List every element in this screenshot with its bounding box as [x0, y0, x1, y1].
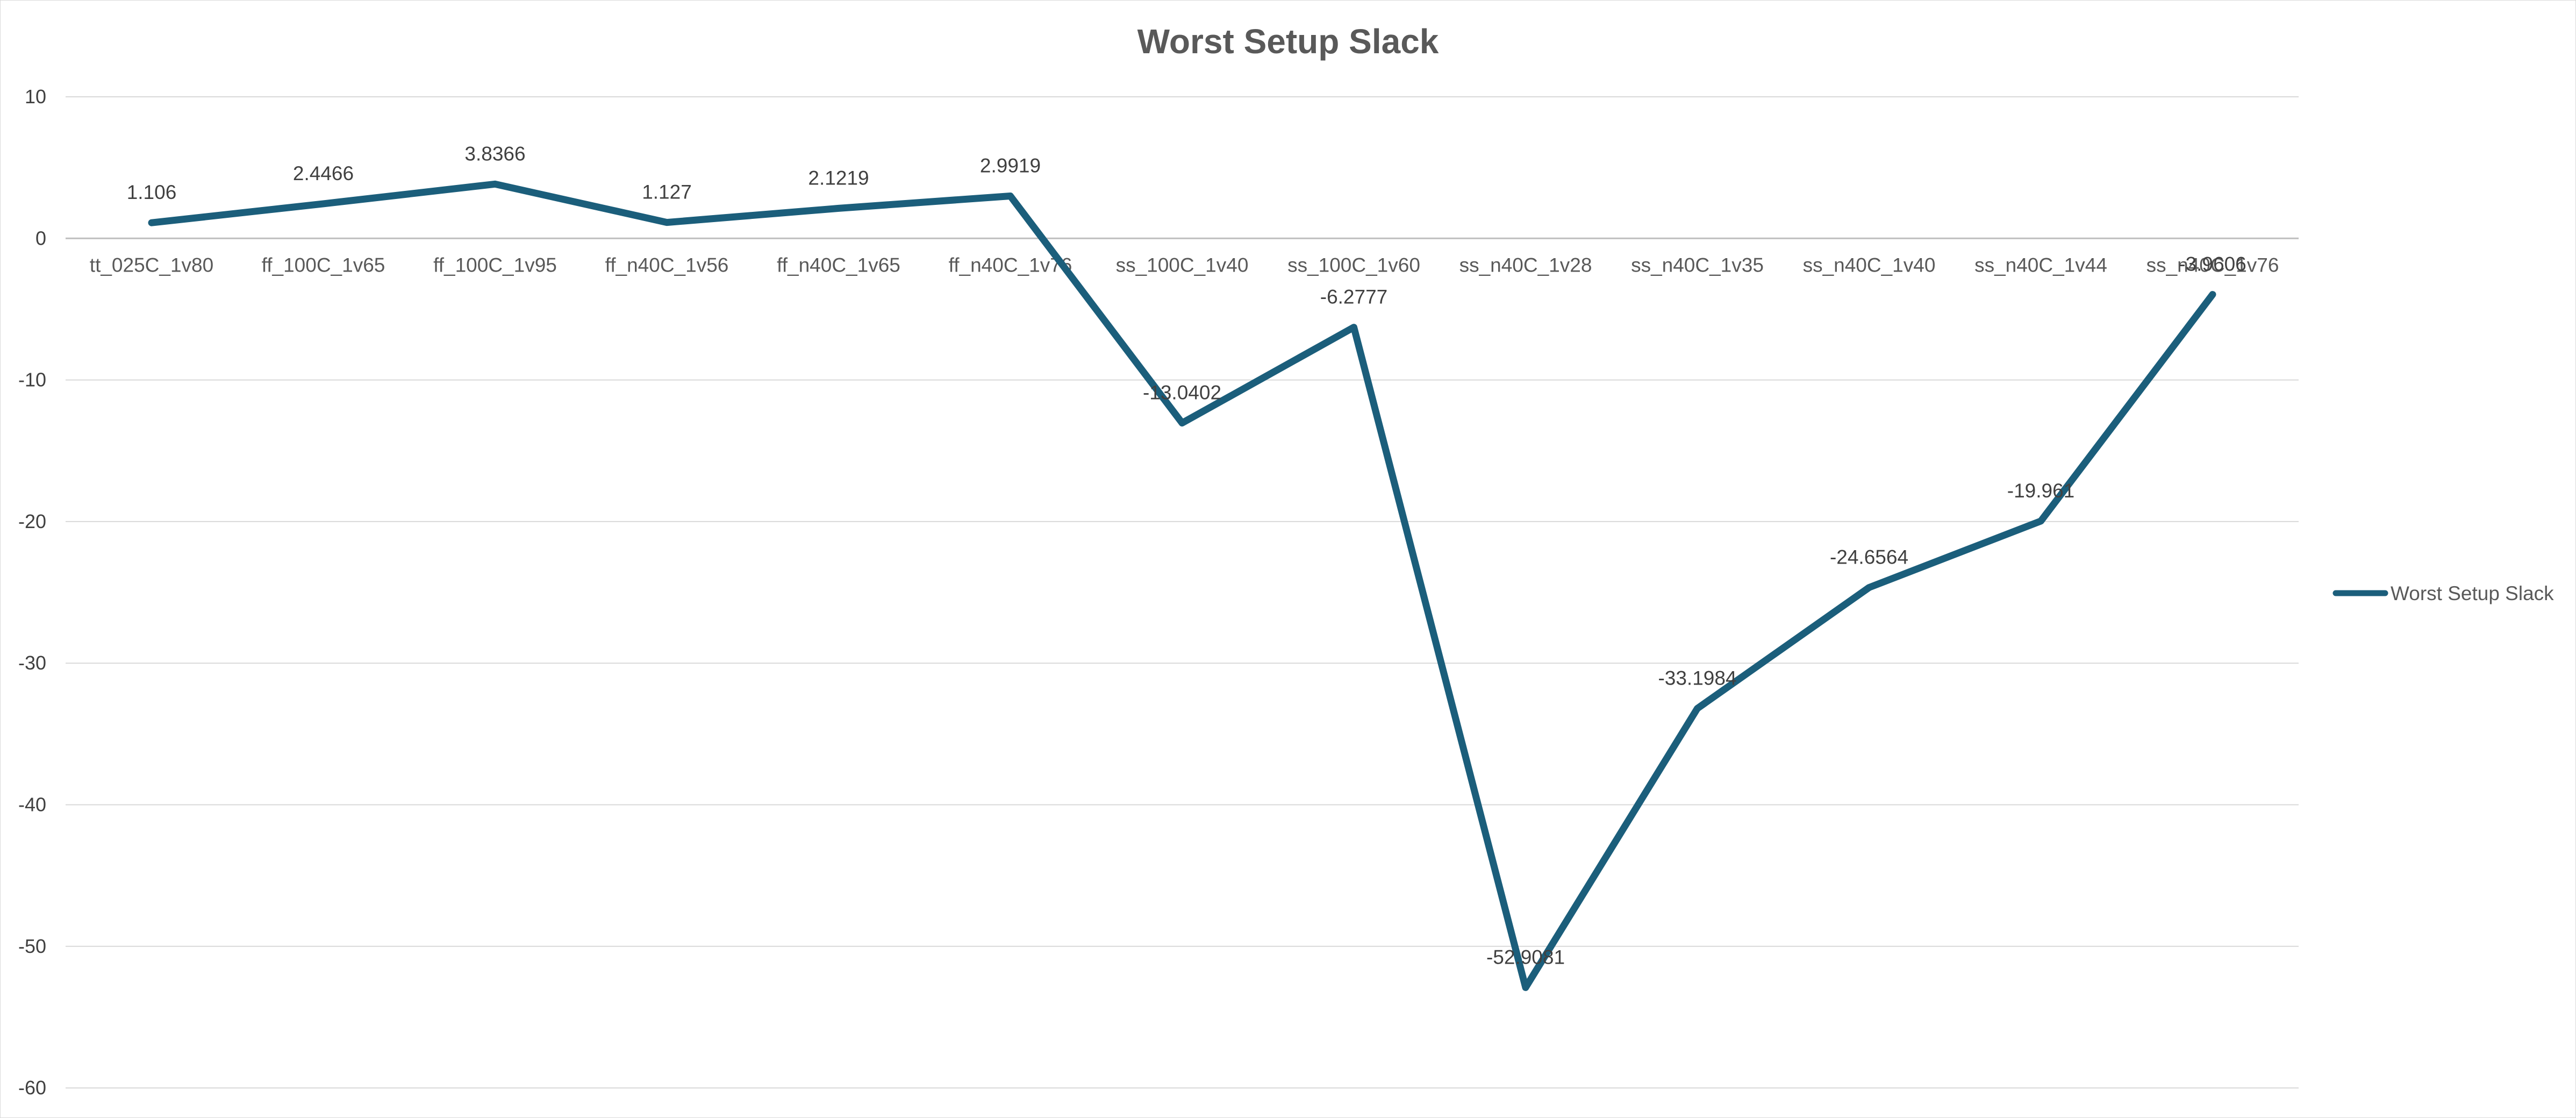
data-label: -13.0402: [1143, 382, 1221, 404]
data-point: [151, 222, 152, 224]
data-label: -52.9081: [1486, 946, 1565, 968]
data-point: [1010, 195, 1011, 197]
data-point: [323, 203, 324, 204]
data-label: 2.9919: [980, 155, 1041, 177]
legend: Worst Setup Slack: [2332, 582, 2554, 604]
x-axis: tt_025C_1v80 ff_100C_1v65 ff_100C_1v95 ff_n…: [90, 254, 2279, 276]
series-line: [148, 180, 2216, 991]
legend-label: Worst Setup Slack: [2391, 582, 2554, 604]
y-tick-label: -60: [18, 1077, 46, 1099]
x-tick-label: ss_n40C_1v40: [1803, 254, 1936, 276]
data-point: [1182, 422, 1183, 424]
data-point: [1525, 987, 1526, 988]
data-label: 1.106: [127, 181, 177, 203]
data-label: 2.1219: [808, 167, 869, 189]
data-point: [495, 183, 496, 185]
x-tick-label: ss_100C_1v60: [1287, 254, 1420, 276]
x-tick-label: ss_100C_1v40: [1116, 254, 1249, 276]
data-point: [1869, 587, 1870, 588]
y-tick-label: -50: [18, 935, 46, 957]
data-label: 1.127: [642, 181, 692, 203]
data-label: -6.2777: [1320, 286, 1388, 308]
y-tick-label: 10: [25, 86, 46, 108]
y-tick-label: -40: [18, 794, 46, 816]
x-tick-label: ff_100C_1v95: [433, 254, 557, 276]
x-tick-label: ss_n40C_1v76: [2146, 254, 2279, 276]
data-label: -33.1984: [1658, 667, 1736, 689]
gridlines: [66, 96, 2299, 1089]
series-worst-setup-slack: [148, 180, 2216, 991]
data-label: 2.4466: [293, 162, 354, 184]
y-tick-label: -20: [18, 510, 46, 532]
data-point: [2040, 520, 2042, 522]
data-point: [838, 208, 839, 209]
data-label: 3.8366: [464, 143, 525, 165]
x-tick-label: ff_n40C_1v56: [605, 254, 729, 276]
data-point: [1353, 326, 1355, 328]
y-tick-label: -10: [18, 369, 46, 391]
data-label: -3.9606: [2179, 253, 2246, 275]
data-point: [1697, 708, 1698, 709]
data-point: [2212, 294, 2213, 295]
y-tick-label: 0: [35, 227, 46, 249]
x-tick-label: ss_n40C_1v44: [1974, 254, 2107, 276]
x-tick-label: ss_n40C_1v28: [1459, 254, 1592, 276]
x-tick-label: ff_n40C_1v76: [949, 254, 1072, 276]
y-tick-label: -30: [18, 652, 46, 674]
x-tick-label: ff_n40C_1v65: [777, 254, 900, 276]
x-tick-label: ff_100C_1v65: [262, 254, 385, 276]
y-axis: 10 0 -10 -20 -30 -40 -50 -60: [18, 86, 46, 1099]
x-tick-label: ss_n40C_1v35: [1631, 254, 1764, 276]
data-point: [666, 222, 668, 223]
data-label: -19.961: [2007, 480, 2075, 502]
data-labels: 1.106 2.4466 3.8366 1.127 2.1219 2.9919 -13.04…: [127, 143, 2246, 968]
x-tick-label: tt_025C_1v80: [90, 254, 213, 276]
data-label: -24.6564: [1830, 546, 1908, 568]
chart-title: Worst Setup Slack: [1137, 22, 1439, 61]
